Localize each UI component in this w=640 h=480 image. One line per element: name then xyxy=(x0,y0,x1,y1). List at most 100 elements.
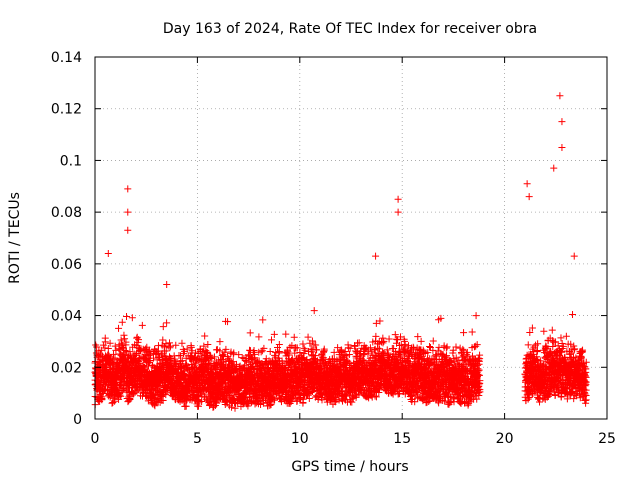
data-point xyxy=(310,307,318,315)
data-point xyxy=(251,354,259,362)
data-point xyxy=(476,377,484,385)
data-point-peak xyxy=(394,195,402,203)
data-point xyxy=(525,393,533,401)
data-point xyxy=(222,345,230,353)
data-point xyxy=(204,341,212,349)
data-point xyxy=(320,348,328,356)
data-point xyxy=(135,336,143,344)
data-point xyxy=(167,342,174,350)
data-point xyxy=(177,357,185,365)
data-point xyxy=(338,347,346,355)
data-point xyxy=(106,339,114,347)
data-point xyxy=(298,355,306,363)
data-point xyxy=(178,339,186,347)
data-point xyxy=(476,386,484,394)
data-point xyxy=(93,343,101,351)
data-point xyxy=(249,360,257,368)
data-point xyxy=(396,342,404,350)
data-point xyxy=(275,341,283,349)
data-point xyxy=(348,398,356,406)
data-point-peak xyxy=(124,208,132,216)
data-point xyxy=(206,354,214,362)
data-point xyxy=(154,347,162,355)
data-point xyxy=(341,347,349,355)
data-point xyxy=(452,343,460,351)
data-point xyxy=(417,337,425,345)
data-point xyxy=(526,329,534,337)
data-point-peak xyxy=(550,164,558,172)
data-point xyxy=(138,321,146,329)
data-point xyxy=(115,324,123,332)
data-point xyxy=(443,343,451,351)
data-point xyxy=(372,319,380,327)
data-point xyxy=(379,339,387,347)
data-point xyxy=(210,353,218,361)
data-point xyxy=(372,332,380,340)
data-point xyxy=(231,389,239,397)
data-point-peak xyxy=(558,118,566,126)
data-point xyxy=(159,336,167,344)
data-point xyxy=(419,395,427,403)
data-point xyxy=(304,333,312,341)
data-point xyxy=(414,333,422,341)
data-point xyxy=(372,393,380,401)
data-point xyxy=(299,395,307,403)
data-point xyxy=(101,334,109,342)
data-point xyxy=(270,330,278,338)
data-point xyxy=(133,334,141,342)
data-point xyxy=(216,347,224,355)
data-point xyxy=(122,338,130,346)
data-point xyxy=(397,341,405,349)
data-point xyxy=(475,392,483,400)
data-point-peak xyxy=(124,185,132,193)
data-point xyxy=(183,345,191,353)
data-point xyxy=(370,346,378,354)
data-point xyxy=(150,354,158,362)
data-point xyxy=(259,316,267,324)
data-point xyxy=(121,335,129,343)
data-point xyxy=(123,313,131,321)
data-point xyxy=(145,346,153,354)
data-point xyxy=(313,346,321,354)
data-point xyxy=(345,350,353,358)
data-point xyxy=(285,351,293,359)
data-point xyxy=(380,337,388,345)
data-point xyxy=(282,330,290,338)
data-point xyxy=(182,402,190,410)
data-point-peak xyxy=(163,281,171,289)
data-point xyxy=(343,392,351,400)
data-point xyxy=(104,345,112,353)
data-point xyxy=(112,346,120,354)
data-point xyxy=(224,318,232,326)
data-point xyxy=(429,346,437,354)
data-point xyxy=(379,348,387,356)
data-point xyxy=(533,346,541,354)
data-point xyxy=(420,348,428,356)
data-point xyxy=(411,398,419,406)
data-point xyxy=(223,398,231,406)
data-point xyxy=(468,328,476,336)
data-point-peak xyxy=(556,92,564,100)
data-point xyxy=(246,329,254,337)
data-point xyxy=(271,396,279,404)
data-point xyxy=(230,349,238,357)
data-point xyxy=(401,340,409,348)
data-point xyxy=(407,347,415,355)
data-point xyxy=(166,344,174,352)
data-points xyxy=(91,92,590,412)
data-point xyxy=(291,349,299,357)
data-point xyxy=(161,343,169,351)
data-point xyxy=(120,331,128,339)
data-point xyxy=(135,358,143,366)
data-point xyxy=(266,347,274,355)
data-point-peak xyxy=(394,208,402,216)
data-point xyxy=(157,351,165,359)
data-point xyxy=(454,356,462,364)
data-point xyxy=(268,336,275,344)
data-point xyxy=(259,399,267,407)
data-point xyxy=(534,340,542,348)
data-point xyxy=(473,341,481,349)
data-point xyxy=(360,351,368,359)
data-point xyxy=(406,349,414,357)
